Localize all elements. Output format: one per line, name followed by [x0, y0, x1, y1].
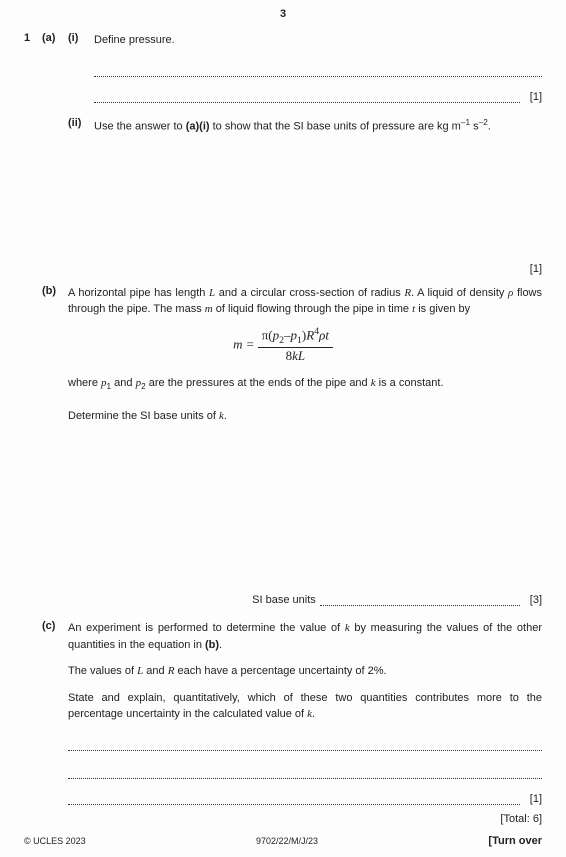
sub-i-label: (i) [68, 32, 94, 44]
b-marks: [3] [524, 594, 542, 606]
c-line1: An experiment is performed to determine … [68, 620, 542, 653]
b-answer-line: SI base units [3] [68, 594, 542, 606]
part-b-label: (b) [42, 285, 68, 297]
answer-line-with-marks: [1] [68, 793, 542, 805]
footer: © UCLES 2023 9702/22/M/J/23 [Turn over [24, 835, 542, 847]
q1-a-i-row: 1 (a) (i) Define pressure. [24, 32, 542, 49]
answer-line [94, 63, 542, 77]
q1-a-ii-row: (ii) Use the answer to (a)(i) to show th… [24, 117, 542, 135]
c-marks: [1] [524, 793, 542, 805]
answer-line [68, 737, 542, 751]
b-where: where p1 and p2 are the pressures at the… [68, 375, 542, 394]
page-number: 3 [24, 8, 542, 20]
sub-ii-label: (ii) [68, 117, 94, 129]
b-intro: A horizontal pipe has length L and a cir… [68, 285, 542, 318]
a-ii-text: Use the answer to (a)(i) to show that th… [94, 117, 542, 135]
total-marks: [Total: 6] [24, 813, 542, 825]
part-c-label: (c) [42, 620, 68, 632]
part-a-label: (a) [42, 32, 68, 44]
footer-left: © UCLES 2023 [24, 836, 86, 846]
answer-line-with-marks: [1] [94, 91, 542, 103]
b-formula: m = π(p2–p1)R4ρt 8kL [24, 326, 542, 365]
b-answer-label: SI base units [252, 594, 316, 606]
c-line3: The values of L and R each have a percen… [68, 663, 542, 680]
footer-mid: 9702/22/M/J/23 [256, 836, 318, 846]
a-ii-marks: [1] [24, 263, 542, 275]
a-i-text: Define pressure. [94, 32, 542, 49]
question-number: 1 [24, 32, 42, 44]
footer-right: [Turn over [488, 835, 542, 847]
q1-c-row: (c) An experiment is performed to determ… [24, 620, 542, 653]
a-i-marks: [1] [524, 91, 542, 103]
b-determine: Determine the SI base units of k. [68, 408, 542, 425]
c-line4: State and explain, quantitatively, which… [68, 690, 542, 723]
answer-line [68, 765, 542, 779]
q1-b-row: (b) A horizontal pipe has length L and a… [24, 285, 542, 318]
